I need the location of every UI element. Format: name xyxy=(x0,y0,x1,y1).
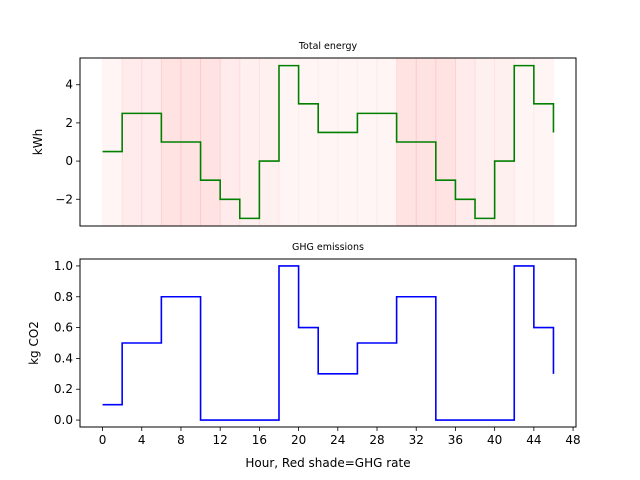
energy-y-label: kWh xyxy=(31,129,45,155)
ghg-rate-shade xyxy=(533,58,554,226)
ghg-y-ticks: 0.0 0.2 0.4 0.6 0.8 1.0 xyxy=(54,259,80,427)
ghg-y-label: kg CO2 xyxy=(27,321,41,365)
energy-y-ticks: −2 0 2 4 xyxy=(55,78,80,206)
hour-x-label: Hour, Red shade=GHG rate xyxy=(245,456,410,470)
ghg-rate-shade xyxy=(259,58,279,226)
energy-axes-frame xyxy=(79,57,577,227)
hour-x-tick-label: 48 xyxy=(565,433,580,447)
hour-x-tick-label: 24 xyxy=(330,433,345,447)
hour-x-tick-label: 4 xyxy=(138,433,146,447)
ghg-rate-shade xyxy=(337,58,358,226)
ghg-rate-shade xyxy=(357,58,378,226)
energy-y-tick-label: 0 xyxy=(65,154,73,168)
energy-y-tick-label: 4 xyxy=(65,78,73,92)
ghg-axes-frame xyxy=(79,258,577,428)
hour-x-tick-label: 16 xyxy=(252,433,267,447)
ghg-rate-shade xyxy=(278,58,299,226)
ghg-rate-shade xyxy=(298,58,319,226)
ghg-y-tick-label: 1.0 xyxy=(54,259,73,273)
ghg-rate-shade xyxy=(435,57,456,227)
hour-x-tick-label: 28 xyxy=(369,433,384,447)
hour-x-tick-label: 0 xyxy=(99,433,107,447)
ghg-y-tick-label: 0.6 xyxy=(54,321,73,335)
ghg-y-tick-label: 0.4 xyxy=(54,351,73,365)
ghg-rate-shade xyxy=(318,58,338,226)
energy-step-line xyxy=(102,64,555,220)
energy-chart-title: Total energy xyxy=(298,41,358,52)
energy-y-tick-label: −2 xyxy=(55,192,73,206)
hour-x-tick-label: 20 xyxy=(291,433,306,447)
energy-panel: Total energy −2 0 2 4 kWh xyxy=(31,41,577,227)
ghg-y-tick-label: 0.8 xyxy=(54,290,73,304)
ghg-rate-shade xyxy=(121,57,143,227)
ghg-rate-shade xyxy=(475,58,495,226)
hour-x-tick-label: 32 xyxy=(409,433,424,447)
ghg-chart-title: GHG emissions xyxy=(292,242,364,253)
ghg-rate-shade xyxy=(454,57,476,227)
hour-x-tick-label: 36 xyxy=(448,433,463,447)
ghg-rate-shade xyxy=(219,57,241,227)
hour-x-tick-label: 8 xyxy=(177,433,185,447)
ghg-y-tick-label: 0.0 xyxy=(54,413,73,427)
ghg-rate-shade xyxy=(200,57,221,227)
ghg-step-line xyxy=(102,265,555,421)
hour-x-ticks: 0 4 8 12 16 20 24 28 32 36 40 44 48 xyxy=(99,427,581,447)
hour-x-tick-label: 44 xyxy=(526,433,541,447)
ghg-y-tick-label: 0.2 xyxy=(54,382,73,396)
ghg-rate-shade xyxy=(494,58,515,226)
ghg-rate-shade xyxy=(141,57,162,227)
hour-x-tick-label: 40 xyxy=(487,433,502,447)
ghg-rate-shade xyxy=(377,58,397,226)
energy-y-tick-label: 2 xyxy=(65,116,73,130)
ghg-panel: GHG emissions 0.00.20.40.60.81.0 0 4 8 12 16… xyxy=(27,242,581,470)
hour-x-tick-label: 12 xyxy=(213,433,228,447)
ghg-rate-shade xyxy=(239,58,260,226)
ghg-rate-shade xyxy=(102,58,123,226)
ghg-rate-shade xyxy=(514,58,534,226)
